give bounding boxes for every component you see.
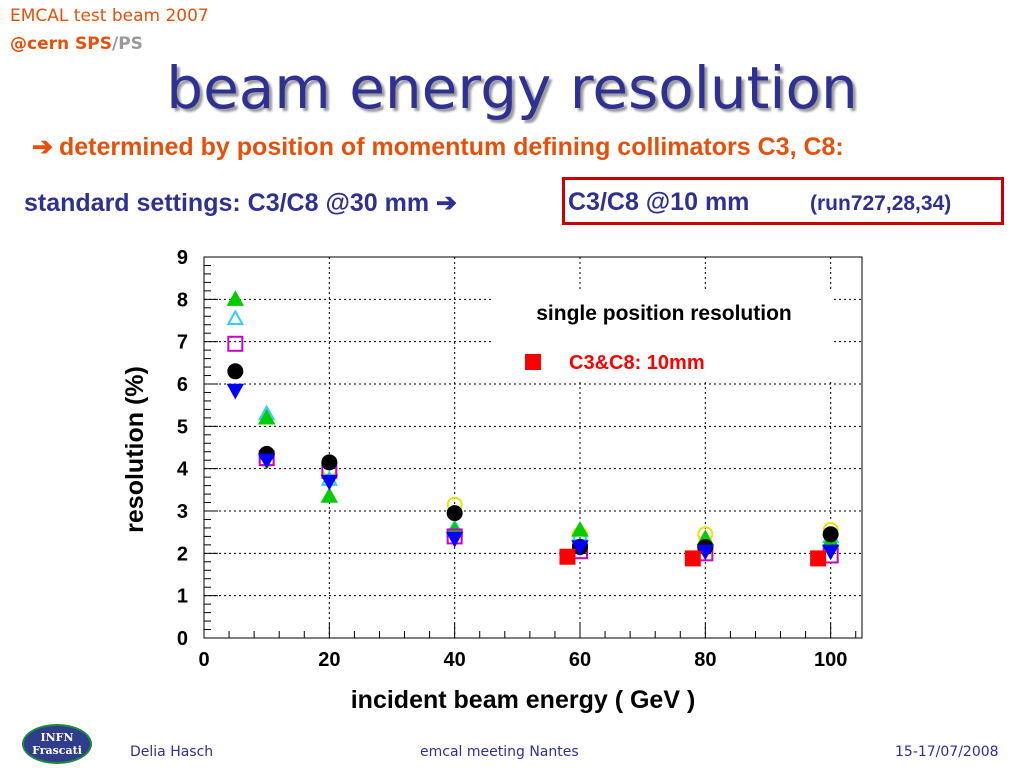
subtitle-text: determined by position of momentum defin… <box>58 133 836 161</box>
y-tick-label: 6 <box>177 374 188 396</box>
data-point <box>226 290 245 306</box>
data-point <box>571 540 589 557</box>
data-point <box>571 520 589 537</box>
data-point <box>525 354 541 370</box>
data-point <box>227 363 244 380</box>
data-point <box>226 309 245 325</box>
data-point <box>320 487 339 503</box>
data-point <box>445 531 464 548</box>
x-tick-label: 80 <box>694 649 716 671</box>
x-axis-label: incident beam energy ( GeV ) <box>351 686 696 714</box>
data-point <box>227 335 244 352</box>
legend-title: single position resolution <box>536 302 792 325</box>
data-point <box>810 550 827 567</box>
logo-line1: INFN <box>40 731 74 744</box>
subtitle-colon: : <box>835 133 844 161</box>
data-point <box>821 544 840 561</box>
arrow-right-icon: ➔ <box>32 133 53 161</box>
standard-settings-text: standard settings: C3/C8 @30 mm <box>24 189 430 217</box>
y-tick-label: 5 <box>177 416 188 438</box>
highlight-box <box>562 177 1004 225</box>
x-tick-label: 100 <box>814 649 847 671</box>
header-location-sep: / <box>111 34 119 54</box>
data-point <box>257 453 276 470</box>
data-point <box>696 544 715 561</box>
data-point <box>684 550 701 567</box>
standard-settings-line: standard settings: C3/C8 @30 mm ➔ <box>24 188 457 218</box>
y-axis-label: resolution (%) <box>121 366 149 533</box>
data-point <box>226 383 245 400</box>
slide-title: beam energy resolution <box>166 54 858 122</box>
infn-frascati-logo: INFN Frascati <box>22 724 92 764</box>
y-tick-label: 1 <box>177 586 188 608</box>
y-tick-label: 9 <box>177 247 188 269</box>
data-point <box>559 548 576 565</box>
y-tick-label: 0 <box>177 628 188 650</box>
y-tick-label: 8 <box>177 289 188 311</box>
y-tick-label: 7 <box>177 332 188 354</box>
x-tick-label: 60 <box>569 649 591 671</box>
header-location-label: @cern SPS/PS <box>10 34 143 54</box>
y-tick-label: 4 <box>177 459 189 481</box>
data-point <box>321 454 338 471</box>
footer-author: Delia Hasch <box>130 744 214 760</box>
x-tick-label: 40 <box>444 649 466 671</box>
highlight-settings-text: C3/C8 @10 mm <box>568 188 750 216</box>
x-tick-label: 20 <box>318 649 340 671</box>
data-point <box>446 505 463 522</box>
x-tick-label: 0 <box>198 649 209 671</box>
footer-date: 15-17/07/2008 <box>895 744 999 760</box>
y-tick-label: 3 <box>177 501 188 523</box>
highlight-runs-text: (run727,28,34) <box>810 192 952 215</box>
legend-entry-label: C3&C8: 10mm <box>569 352 705 374</box>
footer-meeting: emcal meeting Nantes <box>420 744 579 760</box>
header-location-ps: PS <box>118 34 143 54</box>
header-location-cern: @cern SPS <box>10 34 112 54</box>
data-point <box>320 474 339 491</box>
legend-box <box>494 292 834 382</box>
header-event-label: EMCAL test beam 2007 <box>10 6 209 26</box>
data-point <box>822 526 839 543</box>
slide-subtitle: ➔ determined by position of momentum defi… <box>32 132 844 162</box>
data-point <box>257 408 276 425</box>
logo-line2: Frascati <box>32 744 82 757</box>
arrow-right-icon: ➔ <box>436 189 457 217</box>
y-tick-label: 2 <box>177 543 188 565</box>
